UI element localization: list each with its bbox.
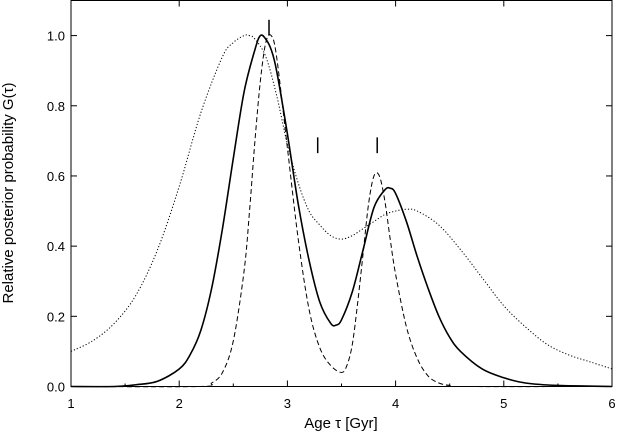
series-line-dashed [70,34,613,388]
plot-frame [70,0,613,387]
y-tick-label: 0.0 [47,380,65,395]
curves-layer [70,34,613,388]
x-tick-label: 6 [608,396,615,411]
series-line-dotted [70,34,613,370]
y-tick-label: 0.8 [47,99,65,114]
y-axis-label: Relative posterior probability G(τ) [0,82,17,303]
y-tick-label: 0.4 [47,239,65,254]
x-axis-label: Age τ [Gyr] [304,415,377,432]
y-tick-label: 0.6 [47,169,65,184]
ticks-layer: 1 2 3 4 5 6 0.0 0.2 0.4 0.6 0.8 1.0 [47,0,616,411]
y-tick-label: 1.0 [47,29,65,44]
x-tick-label: 1 [67,396,74,411]
x-tick-label: 2 [176,396,183,411]
y-tick-label: 0.2 [47,309,65,324]
series-line-solid [70,34,613,388]
x-tick-label: 4 [392,396,399,411]
x-tick-label: 5 [500,396,507,411]
x-tick-label: 3 [284,396,291,411]
markers-layer [268,19,378,154]
